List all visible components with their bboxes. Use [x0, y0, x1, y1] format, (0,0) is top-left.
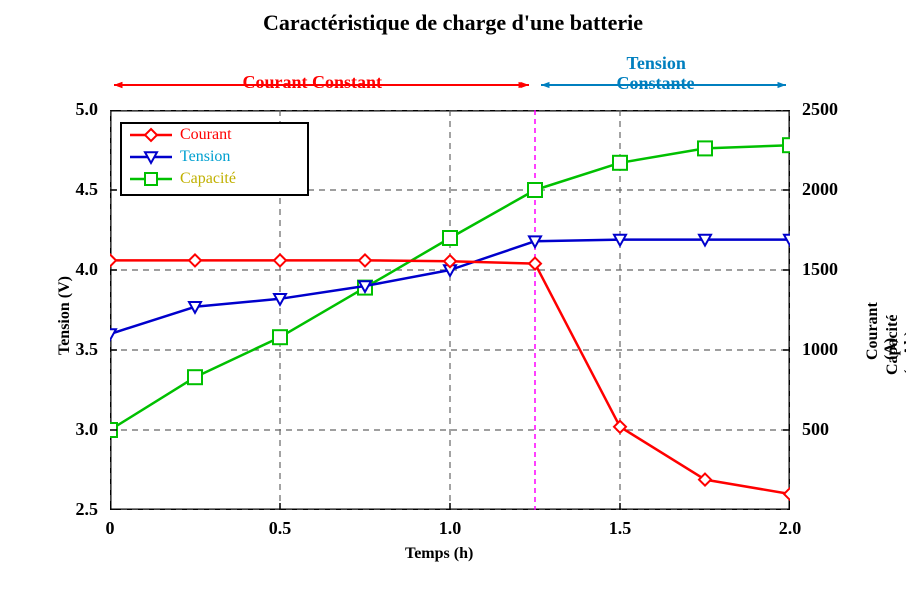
legend-item: Capacité: [122, 168, 307, 190]
legend-item-label: Courant: [180, 126, 232, 144]
chart-container: Caractéristique de charge d'une batterie…: [0, 0, 906, 600]
overlay: [0, 0, 906, 600]
legend-item: Tension: [122, 146, 307, 168]
legend-box: Courant Tension Capacité: [120, 122, 309, 196]
legend-item: Courant: [122, 124, 307, 146]
legend-item-label: Tension: [180, 148, 230, 166]
legend-item-label: Capacité: [180, 170, 236, 188]
